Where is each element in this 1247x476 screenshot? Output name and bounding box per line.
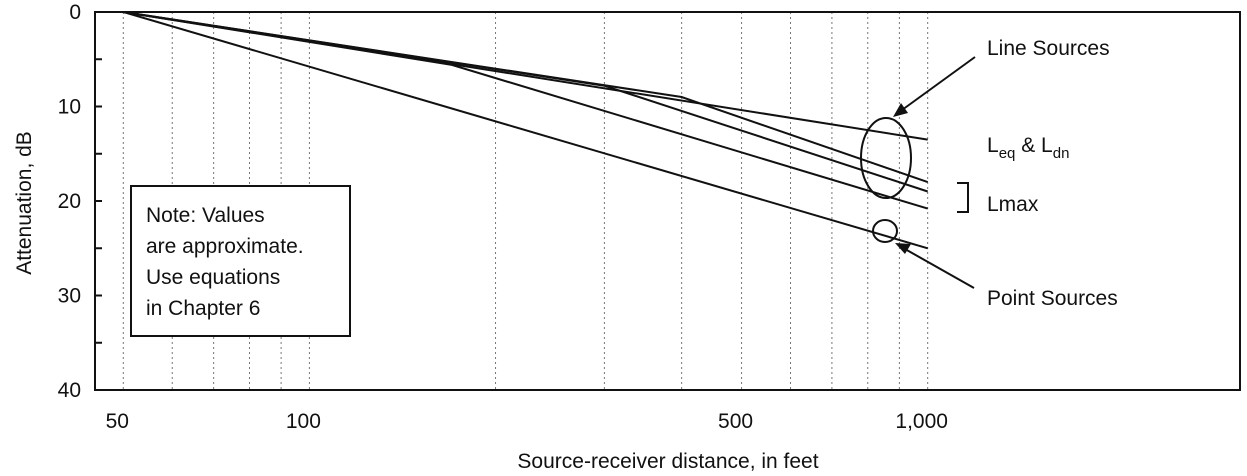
lmax-label: Lmax [987,193,1039,216]
axis-ticks [95,11,102,391]
point-sources-arrowhead [895,243,911,254]
note-line-3: Use equations [146,266,280,289]
leq-l: L [987,134,999,157]
point-sources-label: Point Sources [987,287,1118,310]
series-lines [123,11,929,250]
point-sources-arrow [904,248,975,289]
line-sources-arrow [901,56,976,111]
series-line-4 [123,11,928,210]
leq-amp-l: & L [1015,134,1052,157]
line-sources-ellipse [860,117,912,199]
x-tick-label-1000: 1,000 [895,410,948,433]
note-box-frame [130,185,351,337]
y-tick-label-0: 0 [69,1,81,24]
y-tick-label-40: 40 [58,379,81,402]
leq-ldn-label: Leq & Ldn [987,134,1069,162]
series-line-2 [123,11,929,184]
line-sources-arrowhead [893,103,908,117]
y-tick-label-20: 20 [58,190,81,213]
y-tick-labels: 0 10 20 30 40 [58,1,81,402]
leq-subscript: eq [999,145,1016,162]
line-sources-label: Line Sources [987,37,1110,60]
note-box: Note: Values are approximate. Use equati… [130,185,351,337]
point-sources-circle [872,219,898,243]
x-tick-label-500: 500 [718,410,753,433]
note-line-1: Note: Values [146,204,265,227]
y-axis-title: Attenuation, dB [13,131,36,275]
x-tick-labels: 50 100 500 1,000 [106,410,948,433]
note-line-4: in Chapter 6 [146,297,260,320]
x-axis-title: Source-receiver distance, in feet [517,450,818,473]
note-line-2: are approximate. [146,235,304,258]
x-tick-label-50: 50 [106,410,129,433]
lmax-bracket [957,182,969,213]
y-tick-label-10: 10 [58,96,81,119]
x-tick-label-100: 100 [286,410,321,433]
y-tick-label-30: 30 [58,285,81,308]
ldn-subscript: dn [1053,145,1070,162]
series-line-3 [123,11,929,193]
series-line-5 [123,11,928,250]
